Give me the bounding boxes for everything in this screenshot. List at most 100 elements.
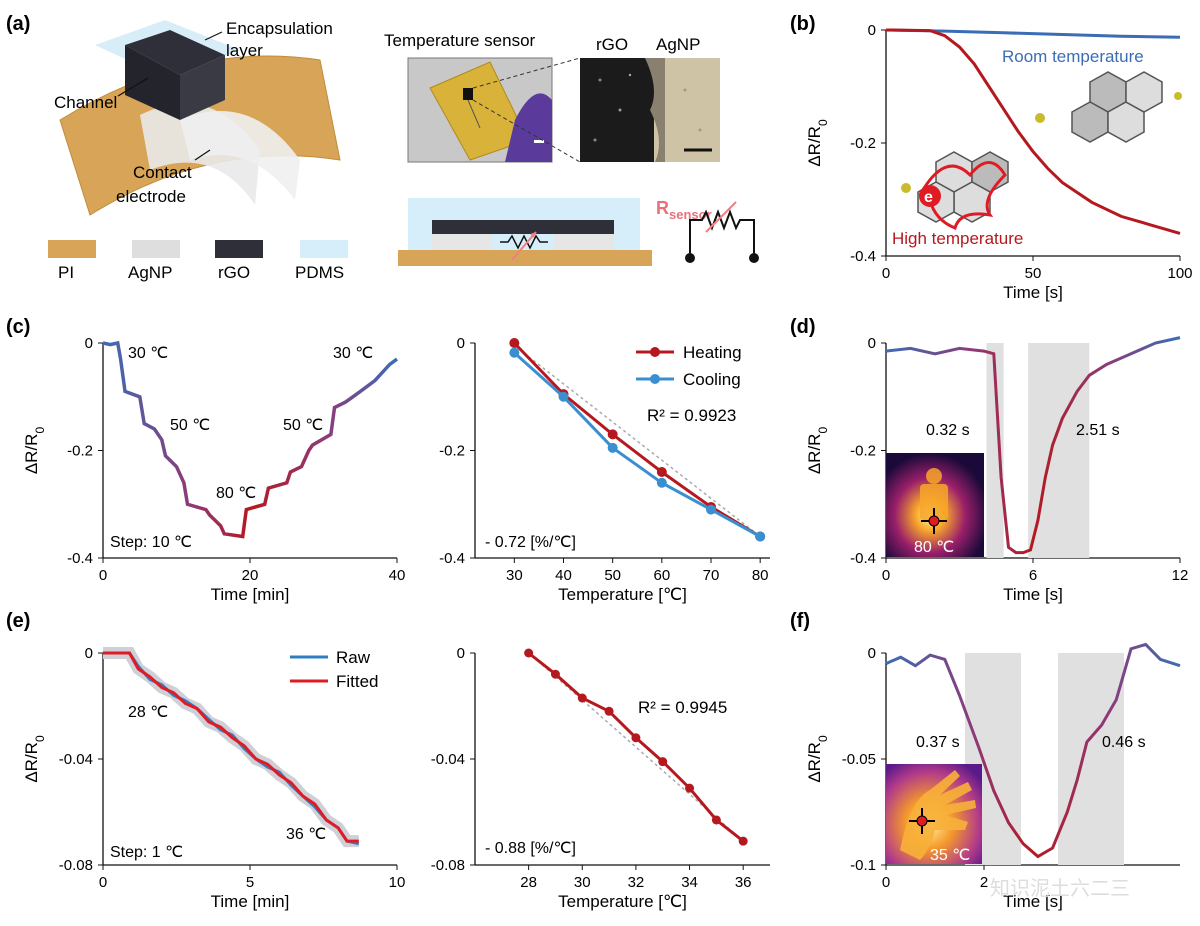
label-contact: Contact	[133, 163, 192, 182]
legend-label-pdms: PDMS	[295, 263, 344, 282]
r-squared: R² = 0.9923	[647, 406, 736, 425]
y-tick-label: -0.4	[850, 550, 876, 567]
series-line-response	[885, 336, 1181, 555]
y-tick-label: -0.04	[59, 751, 93, 768]
y-tick-label: -0.2	[439, 443, 465, 460]
label-agnp: AgNP	[656, 35, 700, 54]
x-axis-label: Time [s]	[1003, 892, 1063, 911]
chart-f: 0 2 0 -0.05 -0.1 Time [s] ΔR/R0 0.37 s 0.46 s 35 …	[805, 642, 1181, 911]
data-point	[607, 429, 618, 440]
panel-label-c: (c)	[6, 316, 30, 338]
molecule-room	[1035, 71, 1182, 143]
x-tick-label: 0	[99, 567, 107, 584]
fit-line	[513, 345, 761, 538]
legend-label: Heating	[683, 343, 742, 362]
data-point	[524, 648, 534, 658]
material-legend: PI AgNP rGO PDMS	[48, 240, 348, 282]
label-temperature-sensor: Temperature sensor	[384, 31, 536, 50]
y-tick-label: -0.08	[59, 857, 93, 874]
chart-d: 0 6 12 0 -0.2 -0.4 Time [s] ΔR/R0 0.32 s 2.51 s 80…	[805, 335, 1188, 604]
data-point	[711, 815, 721, 825]
slope-label: - 0.88 [%/℃]	[485, 840, 576, 857]
x-tick-label: 0	[882, 874, 890, 891]
series-line-fitted	[103, 651, 359, 843]
data-point	[509, 338, 520, 348]
legend-marker	[650, 347, 660, 357]
legend-label-agnp: AgNP	[128, 263, 172, 282]
x-tick-label: 12	[1172, 567, 1189, 584]
annotation-response-time: 0.32 s	[926, 422, 970, 439]
legend-label: Fitted	[336, 672, 379, 691]
series-label-high: High temperature	[892, 229, 1023, 248]
data-point	[607, 442, 618, 453]
x-tick-label: 50	[604, 567, 621, 584]
label-encapsulation-2: layer	[226, 41, 263, 60]
inset-temperature: 80 ℃	[914, 539, 954, 556]
y-tick-label: 0	[457, 335, 465, 352]
series-line-cooling	[513, 351, 761, 538]
response-time-band	[986, 343, 1004, 558]
x-tick-label: 0	[882, 567, 890, 584]
annotation: 50 ℃	[283, 417, 323, 434]
y-tick-label: -0.04	[431, 751, 465, 768]
annotation-response-time: 0.37 s	[916, 734, 960, 751]
data-point	[558, 391, 569, 402]
chart-e-time: 0 5 10 0 -0.04 -0.08 Time [min] ΔR/R0 Raw Fitted 2…	[22, 645, 405, 911]
y-tick-label: -0.2	[850, 135, 876, 152]
panel-label-d: (d)	[790, 316, 816, 338]
data-point	[631, 733, 641, 743]
y-tick-label: 0	[85, 335, 93, 352]
y-tick-label: -0.4	[439, 550, 465, 567]
y-tick-label: -0.4	[850, 248, 876, 265]
y-tick-label: 0	[457, 645, 465, 662]
x-tick-label: 34	[681, 874, 698, 891]
x-tick-label: 10	[389, 874, 406, 891]
data-point	[656, 467, 667, 477]
label-rsensor-sub: sensor	[669, 207, 712, 222]
x-tick-label: 100	[1167, 265, 1192, 282]
micrograph	[580, 58, 720, 162]
x-tick-label: 36	[735, 874, 752, 891]
y-axis-label: ΔR/R0	[22, 735, 47, 783]
x-tick-label: 50	[1025, 265, 1042, 282]
x-axis-label: Time [s]	[1003, 585, 1063, 604]
label-encapsulation: Encapsulation	[226, 19, 333, 38]
slope-label: - 0.72 [%/℃]	[485, 534, 576, 551]
x-tick-label: 0	[882, 265, 890, 282]
label-rsensor: R	[656, 198, 669, 218]
legend-swatch-pi	[48, 240, 96, 258]
data-point	[685, 783, 695, 793]
y-tick-label: 0	[868, 645, 876, 662]
inset-temperature: 35 ℃	[930, 847, 970, 864]
watermark: 知识泥土六二三	[990, 877, 1130, 900]
legend-label: Raw	[336, 648, 371, 667]
panel-label-e: (e)	[6, 610, 30, 632]
data-point	[755, 531, 766, 542]
panel-a: (a) Encapsulation layer Channel Contact …	[6, 13, 759, 282]
data-point	[509, 347, 520, 358]
series-line-high-temperature	[885, 28, 1181, 235]
data-point	[706, 504, 716, 515]
y-tick-label: -0.1	[850, 857, 876, 874]
series-label-room: Room temperature	[1002, 47, 1144, 66]
annotation-recovery-time: 2.51 s	[1076, 422, 1120, 439]
x-tick-label: 80	[752, 567, 769, 584]
annotation: Step: 10 ℃	[110, 534, 192, 551]
chart-e-temperature: 28 30 32 34 36 0 -0.04 -0.08 Temperature [℃] R² =…	[431, 645, 770, 911]
y-tick-label: -0.2	[67, 443, 93, 460]
y-axis-label: ΔR/R0	[805, 427, 830, 475]
x-tick-label: 20	[242, 567, 259, 584]
x-tick-label: 70	[703, 567, 720, 584]
label-electrode: electrode	[116, 187, 186, 206]
series-line-heating	[513, 341, 761, 538]
cross-section-diagram	[398, 198, 652, 266]
x-tick-label: 30	[574, 874, 591, 891]
x-axis-label: Time [s]	[1003, 283, 1063, 302]
label-channel: Channel	[54, 93, 117, 112]
legend-label-rgo: rGO	[218, 263, 250, 282]
legend-marker	[650, 374, 660, 384]
legend-swatch-agnp	[132, 240, 180, 258]
data-point	[738, 836, 748, 846]
x-tick-label: 32	[628, 874, 645, 891]
